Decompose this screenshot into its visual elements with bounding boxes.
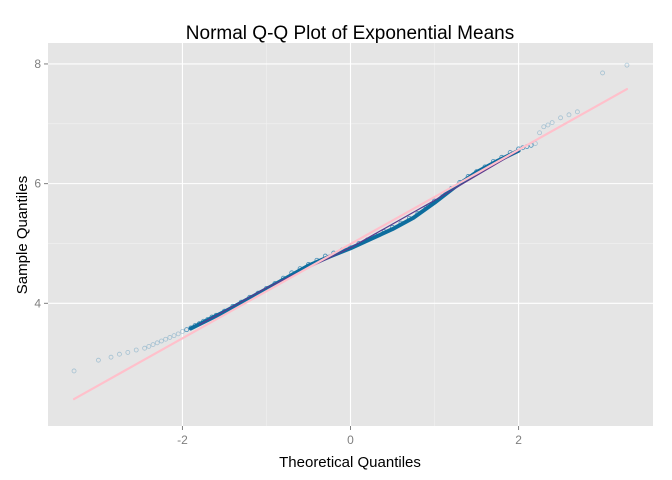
sample-point [175, 331, 181, 337]
sample-point [541, 124, 547, 130]
sample-point [171, 333, 177, 339]
y-axis-ticks: 4 6 8 [34, 57, 48, 310]
sample-point [600, 70, 605, 76]
sample-point [125, 349, 131, 355]
sample-point [159, 338, 164, 344]
sample-point [146, 344, 152, 349]
sample-point [566, 112, 572, 118]
sample-point [142, 345, 148, 351]
chart-title: Normal Q-Q Plot of Exponential Means [186, 23, 514, 44]
sample-point [133, 347, 139, 353]
reference-line [72, 87, 629, 401]
quantile-band-line [198, 150, 520, 326]
y-tick-label: 8 [34, 57, 41, 71]
sample-point [71, 368, 77, 374]
sample-point [117, 351, 122, 357]
y-tick-label: 4 [34, 296, 41, 310]
x-tick-label: 0 [347, 433, 354, 447]
x-axis-title: Theoretical Quantiles [279, 454, 421, 471]
sample-point [184, 327, 190, 333]
sample-point [154, 340, 160, 346]
sample-point [167, 335, 173, 340]
sample-point [180, 329, 185, 334]
sample-point [96, 357, 101, 363]
major-gridlines [48, 43, 653, 426]
sample-point [549, 120, 555, 125]
sample-point [574, 109, 580, 115]
sample-point [537, 130, 542, 136]
sample-point [558, 115, 563, 121]
sample-point [150, 342, 156, 348]
y-axis-title: Sample Quantiles [14, 176, 31, 294]
sample-point [624, 62, 630, 68]
reference-line-layer [72, 87, 629, 401]
sample-point [108, 354, 114, 360]
sample-point [545, 122, 551, 128]
x-tick-label: -2 [177, 433, 188, 447]
x-axis-ticks: -2 0 2 [177, 426, 522, 447]
x-tick-label: 2 [515, 433, 522, 447]
y-tick-label: 6 [34, 177, 41, 191]
sample-point [163, 336, 169, 342]
